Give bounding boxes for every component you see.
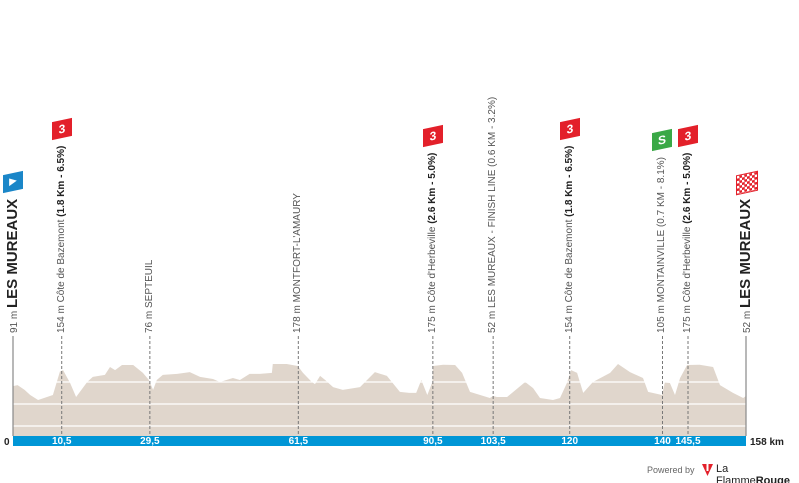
checkpoint-label: 52 m LES MUREAUX - FINISH LINE (0.6 KM -… <box>487 97 499 333</box>
km-tick-label: 140 <box>654 436 671 447</box>
climb-detail: (2.6 Km - 5.0%) <box>426 152 438 224</box>
checkpoint-name: LES MUREAUX - FINISH LINE (0.6 KM - 3.2%… <box>487 96 499 308</box>
x-end-label: 158 km <box>750 437 784 448</box>
x-start-label: 0 <box>4 437 10 448</box>
checkpoint-label: 178 m MONTFORT-L'AMAURY <box>292 193 304 333</box>
checkpoint-label: 154 m Côte de Bazemont (1.8 Km - 6.5%) <box>564 146 576 333</box>
km-tick-label: 90,5 <box>423 436 443 447</box>
checkpoint-label: 91 m LES MUREAUX <box>4 199 22 333</box>
checkpoint-name: MONTFORT-L'AMAURY <box>292 193 304 303</box>
checkpoint-altitude: 175 m <box>426 305 438 333</box>
checkpoint-name: Côte d'Herbeville <box>682 226 693 303</box>
checkpoint-label: 154 m Côte de Bazemont (1.8 Km - 6.5%) <box>56 146 68 333</box>
brand-name: La FlammeRouge <box>716 463 799 483</box>
checkpoint-name: LES MUREAUX <box>4 198 21 308</box>
checkpoint-altitude: 154 m <box>563 305 575 333</box>
checkpoint-label: 105 m MONTAINVILLE (0.7 KM - 8.1%) <box>656 157 668 333</box>
checkpoint-label: 175 m Côte d'Herbeville (2.6 Km - 5.0%) <box>427 153 439 333</box>
km-tick-label: 29,5 <box>140 436 160 447</box>
climb-detail: (1.8 Km - 6.5%) <box>563 145 575 217</box>
checkpoint-altitude: 52 m <box>742 310 753 333</box>
checkpoint-name: Côte de Bazemont <box>563 219 575 303</box>
checkpoint-altitude: 76 m <box>143 310 155 333</box>
brand-regular: La Flamme <box>716 463 756 483</box>
climb-detail: (1.8 Km - 6.5%) <box>55 145 67 217</box>
checkpoint-name: MONTAINVILLE (0.7 KM - 8.1%) <box>656 157 668 303</box>
checkpoint-label: 76 m SEPTEUIL <box>144 260 156 333</box>
checkpoint-label: 175 m Côte d'Herbeville (2.6 Km - 5.0%) <box>682 153 694 333</box>
brand-bold: Rouge <box>755 475 790 483</box>
elevation-area <box>13 364 746 436</box>
checkpoint-altitude: 175 m <box>682 305 693 333</box>
la-flamme-rouge-logo-icon <box>702 464 713 476</box>
checkpoint-altitude: 178 m <box>292 305 304 333</box>
checkpoint-name: LES MUREAUX <box>737 198 754 308</box>
checkpoint-altitude: 91 m <box>9 310 20 333</box>
checkpoint-altitude: 52 m <box>487 310 499 333</box>
km-tick-label: 120 <box>561 436 579 447</box>
checkpoint-name: SEPTEUIL <box>143 259 155 308</box>
checkpoint-name: Côte d'Herbeville <box>426 226 438 303</box>
checkpoint-label: 52 m LES MUREAUX <box>737 199 755 333</box>
powered-by-text: Powered by <box>647 465 695 475</box>
checkpoint-altitude: 154 m <box>55 305 67 333</box>
km-tick-label: 61,5 <box>288 436 309 447</box>
checkpoint-name: Côte de Bazemont <box>55 219 67 303</box>
checkpoint-altitude: 105 m <box>656 305 668 333</box>
km-tick-label: 10,5 <box>51 436 72 447</box>
km-tick-label: 103,5 <box>480 436 506 447</box>
km-bar <box>13 436 746 446</box>
climb-detail: (2.6 Km - 5.0%) <box>682 152 693 224</box>
km-tick-label: 145,5 <box>675 436 701 447</box>
